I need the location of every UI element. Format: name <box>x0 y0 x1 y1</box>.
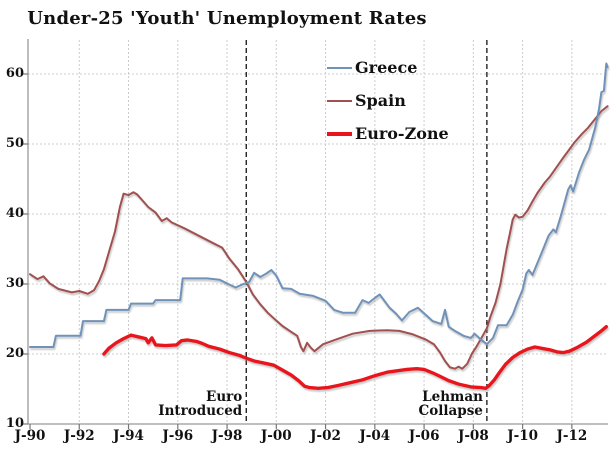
eurozone-line-swatch <box>327 131 352 136</box>
x-tick-label: J-08 <box>457 428 489 444</box>
y-tick-label: 50 <box>5 136 24 151</box>
legend-item-greece: Greece <box>327 51 449 84</box>
x-tick-label: J-06 <box>408 428 440 444</box>
annotation-euro: Euro Introduced <box>158 389 243 419</box>
x-tick-label: J-90 <box>14 428 46 444</box>
y-tick-label: 20 <box>5 346 24 361</box>
annotation-lehman: Lehman Collapse <box>418 389 483 419</box>
x-tick-label: J-98 <box>211 428 243 444</box>
legend-label-spain: Spain <box>355 91 406 110</box>
legend-item-eurozone: Euro-Zone <box>327 117 449 150</box>
greece-line-swatch <box>327 66 352 69</box>
x-tick-label: J-92 <box>63 428 95 444</box>
x-tick-label: J-02 <box>310 428 341 444</box>
legend-label-greece: Greece <box>355 58 418 77</box>
series-line-greece <box>29 62 609 348</box>
legend-item-spain: Spain <box>327 84 449 117</box>
legend: Greece Spain Euro-Zone <box>327 51 449 150</box>
x-tick-label: J-04 <box>359 428 391 444</box>
x-tick-label: J-12 <box>556 428 588 444</box>
y-tick-label: 60 <box>5 66 24 81</box>
y-tick-label: 30 <box>5 276 24 291</box>
series-line-euro-zone <box>102 325 608 390</box>
chart-title: Under-25 'Youth' Unemployment Rates <box>27 8 427 29</box>
legend-label-eurozone: Euro-Zone <box>355 124 449 143</box>
y-tick-label: 40 <box>5 206 24 221</box>
y-tick-label: 10 <box>5 416 24 431</box>
x-tick-label: J-10 <box>507 428 538 444</box>
x-tick-label: J-96 <box>162 428 194 444</box>
spain-line-swatch <box>327 99 352 102</box>
x-tick-label: J-94 <box>113 428 144 444</box>
x-tick-label: J-00 <box>260 428 292 444</box>
series-line-spain <box>29 105 609 370</box>
